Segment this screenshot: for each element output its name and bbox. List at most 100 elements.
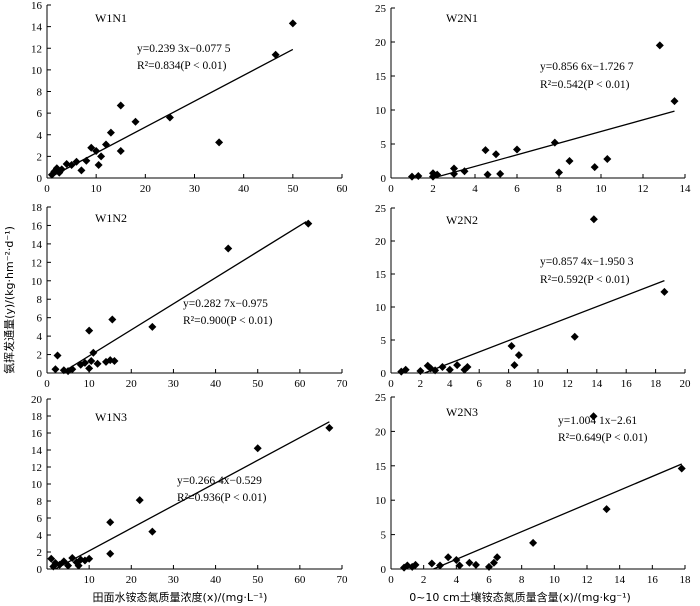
data-point	[215, 138, 224, 147]
y-tick-label: 16	[31, 220, 43, 232]
x-tick-label: 50	[252, 378, 264, 390]
data-point	[97, 152, 106, 161]
y-tick-label: 8	[37, 496, 43, 508]
x-tick-label: 6	[514, 183, 520, 195]
y-tick-label: 15	[375, 269, 387, 281]
data-point	[529, 538, 538, 547]
x-tick-label: 16	[621, 378, 633, 390]
x-tick-label: 70	[337, 378, 349, 390]
data-point	[116, 101, 125, 110]
x-tick-label: 18	[680, 574, 692, 586]
x-tick-label: 2	[421, 574, 427, 586]
data-point	[148, 527, 157, 536]
data-point	[677, 464, 686, 473]
y-tick-label: 14	[31, 239, 43, 251]
data-point	[514, 351, 523, 360]
x-tick-label: 60	[337, 183, 349, 195]
y-tick-label: 12	[31, 462, 42, 474]
data-point	[271, 50, 280, 59]
data-point	[453, 361, 462, 370]
regression-equation: y=0.266 4x−0.529	[177, 475, 262, 487]
y-tick-label: 5	[381, 335, 387, 347]
x-tick-label: 10	[84, 574, 96, 586]
x-axis-label-right: 0~10 cm土壤铵态氮质量含量(x)/(mg·kg⁻¹)	[409, 590, 631, 604]
y-tick-label: 2	[37, 350, 43, 362]
data-point	[68, 365, 77, 374]
y-tick-label: 0	[381, 173, 387, 185]
data-point	[471, 560, 480, 569]
x-tick-label: 40	[238, 183, 250, 195]
data-point	[411, 560, 420, 569]
x-tick-label: 50	[252, 574, 264, 586]
data-point	[433, 170, 442, 179]
y-tick-label: 6	[37, 513, 43, 525]
data-point	[416, 367, 425, 376]
x-tick-label: 12	[582, 574, 593, 586]
data-point	[93, 359, 102, 368]
x-tick-label: 30	[168, 574, 180, 586]
data-point	[224, 244, 233, 253]
r-squared-label: R²=0.649(P < 0.01)	[558, 432, 648, 444]
x-tick-label: 4	[447, 378, 453, 390]
data-point	[401, 365, 410, 374]
x-tick-label: 40	[210, 574, 222, 586]
y-tick-label: 20	[375, 426, 387, 438]
panel-w2n3: 0 5 10 15 20 25 0 2 4 6 8 10 12 14 16 18 W2N3 y=1.004 1x−…	[375, 392, 691, 586]
x-tick-label: 30	[189, 183, 201, 195]
data-point	[94, 161, 103, 170]
data-point	[89, 348, 98, 357]
y-tick-label: 15	[375, 461, 387, 473]
data-point	[483, 170, 492, 179]
data-point	[603, 154, 612, 163]
y-tick-label: 5	[381, 530, 387, 542]
data-point	[165, 113, 174, 122]
data-point	[492, 150, 500, 159]
data-point	[507, 341, 516, 350]
data-point	[436, 561, 444, 570]
data-point	[106, 128, 115, 137]
y-tick-label: 20	[375, 37, 387, 49]
y-tick-label: 25	[375, 3, 387, 15]
x-tick-label: 0	[388, 183, 394, 195]
data-point	[496, 169, 505, 178]
data-point	[590, 163, 599, 172]
data-point	[589, 215, 598, 224]
x-tick-label: 60	[294, 574, 306, 586]
data-point	[85, 326, 94, 335]
data-point	[77, 166, 86, 175]
data-point	[485, 562, 493, 571]
data-point	[489, 558, 498, 567]
y-tick-label: 20	[375, 236, 387, 248]
data-point	[414, 171, 423, 180]
data-point	[110, 357, 119, 366]
y-tick-label: 4	[37, 331, 43, 343]
data-point	[106, 549, 115, 558]
x-tick-label: 10	[84, 378, 96, 390]
data-point	[116, 146, 125, 155]
x-tick-label: 14	[591, 378, 603, 390]
x-tick-label: 2	[430, 183, 436, 195]
y-tick-label: 10	[375, 302, 387, 314]
y-tick-label: 12	[31, 257, 42, 269]
data-point	[67, 161, 76, 170]
data-point	[570, 332, 579, 341]
panel-w1n1: 0 2 4 6 8 10 12 14 16 0 10 20 30 40 50 60 W1N1 y=0.239 3x…	[31, 0, 348, 195]
data-point	[47, 554, 56, 563]
regression-line	[51, 48, 294, 177]
data-point	[288, 19, 297, 28]
y-tick-label: 10	[375, 495, 387, 507]
r-squared-label: R²=0.542(P < 0.01)	[540, 79, 630, 91]
data-point	[465, 558, 474, 567]
x-tick-label: 60	[294, 378, 306, 390]
data-point	[57, 165, 66, 174]
x-tick-label: 10	[533, 378, 545, 390]
x-axis-label-left: 田面水铵态氮质量浓度(x)/(mg·L⁻¹)	[93, 590, 268, 604]
data-point	[455, 561, 464, 570]
panel-w1n2: 0 2 4 6 8 10 12 14 16 18 0 10 20 30 40 50 60 70 W1N2 y=0.28…	[31, 202, 348, 390]
data-point	[655, 41, 664, 50]
x-tick-label: 20	[126, 378, 138, 390]
data-point	[325, 423, 334, 432]
y-axis-label: 氨挥发通量(y)/(kg·hm⁻²·d⁻¹)	[2, 226, 16, 374]
data-point	[589, 412, 598, 421]
x-tick-label: 12	[638, 183, 649, 195]
